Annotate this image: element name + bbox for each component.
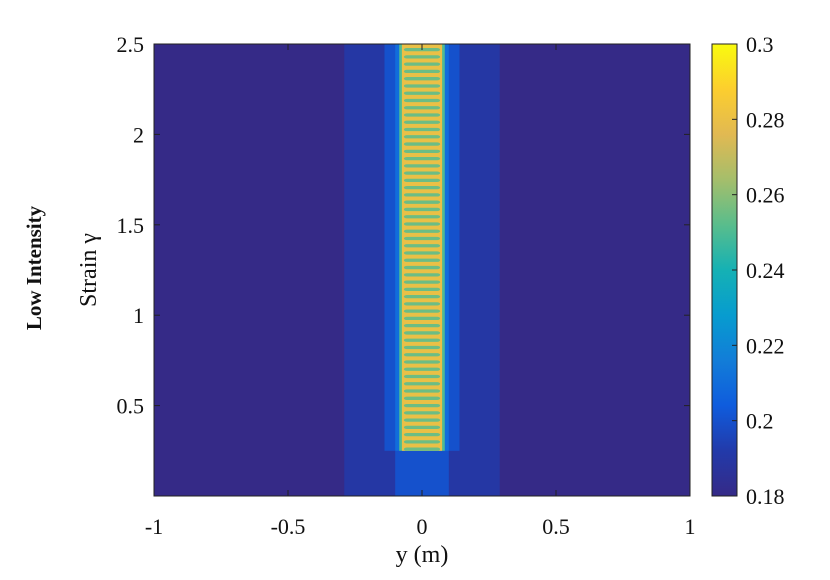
x-tick-label: -0.5 [271, 514, 306, 539]
stripe-band [403, 265, 441, 270]
stripe-band [403, 433, 441, 437]
colorbar-tick-label: 0.22 [746, 333, 785, 358]
y-axis: 0.5 1 1.5 2 2.5 [117, 32, 690, 419]
stripe-band [403, 84, 441, 88]
stripe-band [403, 91, 441, 95]
stripe-band [403, 345, 441, 350]
y-tick-label: 1.5 [117, 213, 145, 238]
stripe-band [403, 302, 441, 306]
stripe-band [403, 244, 441, 248]
stripe-band [403, 360, 441, 364]
stripe-band [403, 62, 441, 66]
row-label: Low Intensity [22, 205, 46, 330]
stripe-band [403, 367, 441, 371]
stripe-band [403, 229, 441, 233]
x-axis: -1 -0.5 0 0.5 1 [145, 44, 696, 539]
colorbar-tick-label: 0.3 [746, 32, 774, 57]
stripe-band [403, 411, 441, 415]
stripe-band [403, 69, 441, 74]
stripe-band [403, 403, 441, 408]
stripe-band [403, 171, 441, 175]
colorbar-tick-label: 0.28 [746, 107, 785, 132]
stripe-band [403, 236, 441, 241]
stripe-band [403, 98, 441, 103]
stripe-band [403, 440, 441, 444]
stripe-band [403, 258, 441, 262]
stripe-band [403, 200, 441, 204]
y-tick-label: 2.5 [117, 32, 145, 57]
stripe-band [403, 396, 441, 400]
x-tick-label: -1 [145, 514, 163, 539]
stripe-band [403, 294, 441, 299]
stripe-band [403, 106, 441, 110]
x-tick-label: 0.5 [542, 514, 570, 539]
stripe-band [403, 309, 441, 313]
stripe-band [403, 156, 441, 161]
stripe-band [403, 382, 441, 386]
stripe-band [403, 207, 441, 212]
stripe-band [403, 149, 441, 153]
stripe-band [403, 280, 441, 284]
y-tick-label: 1 [133, 303, 144, 328]
colorbar-tick-label: 0.26 [746, 183, 785, 208]
stripe-band [403, 251, 441, 255]
x-tick-label: 0 [417, 514, 428, 539]
stripe-band [403, 222, 441, 226]
stripe-band [403, 135, 441, 139]
stripe-band [403, 164, 441, 168]
heatmap-region-lower-core [395, 450, 449, 496]
y-axis-label: Strain γ [76, 233, 102, 307]
stripe-band [403, 389, 441, 393]
stripe-band [403, 338, 441, 342]
colorbar-tick-label: 0.24 [746, 258, 785, 283]
y-tick-label: 2 [133, 122, 144, 147]
colorbar-tick-label: 0.2 [746, 409, 774, 434]
stripe-band [403, 273, 441, 277]
stripe-band [403, 353, 441, 357]
stripe-band [403, 142, 441, 146]
stripe-band [403, 215, 441, 219]
stripe-band [403, 127, 441, 132]
y-tick-label: 0.5 [117, 394, 145, 419]
stripe-band [403, 120, 441, 124]
stripe-band [403, 425, 441, 430]
x-tick-label: 1 [685, 514, 696, 539]
stripe-band [403, 55, 441, 59]
stripe-band [403, 186, 441, 190]
stripe-band [403, 418, 441, 422]
stripe-band [403, 113, 441, 117]
colorbar-axis: 0.18 0.2 0.22 0.24 0.26 0.28 0.3 [732, 32, 785, 509]
stripe-band [403, 374, 441, 379]
stripe-band [403, 324, 441, 328]
stripe-band [403, 77, 441, 81]
colorbar-tick-label: 0.18 [746, 484, 785, 509]
plot-area [154, 44, 690, 496]
stripe-band [403, 287, 441, 291]
stripe-band [403, 331, 441, 335]
x-axis-label: y (m) [396, 542, 449, 568]
stripe-band [403, 178, 441, 183]
stripe-band [403, 316, 441, 321]
stripe-band [403, 447, 441, 451]
stripe-band [403, 193, 441, 197]
